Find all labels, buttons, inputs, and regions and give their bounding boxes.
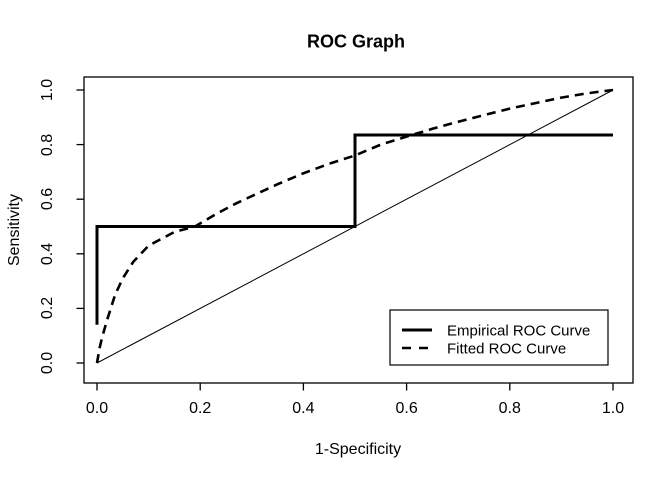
plot-box [83, 76, 634, 384]
chance-diagonal-line [96, 89, 614, 364]
fitted-roc-curve-line [95, 88, 614, 364]
empirical-roc-curve-line [95, 133, 613, 325]
legend-box [389, 309, 609, 366]
